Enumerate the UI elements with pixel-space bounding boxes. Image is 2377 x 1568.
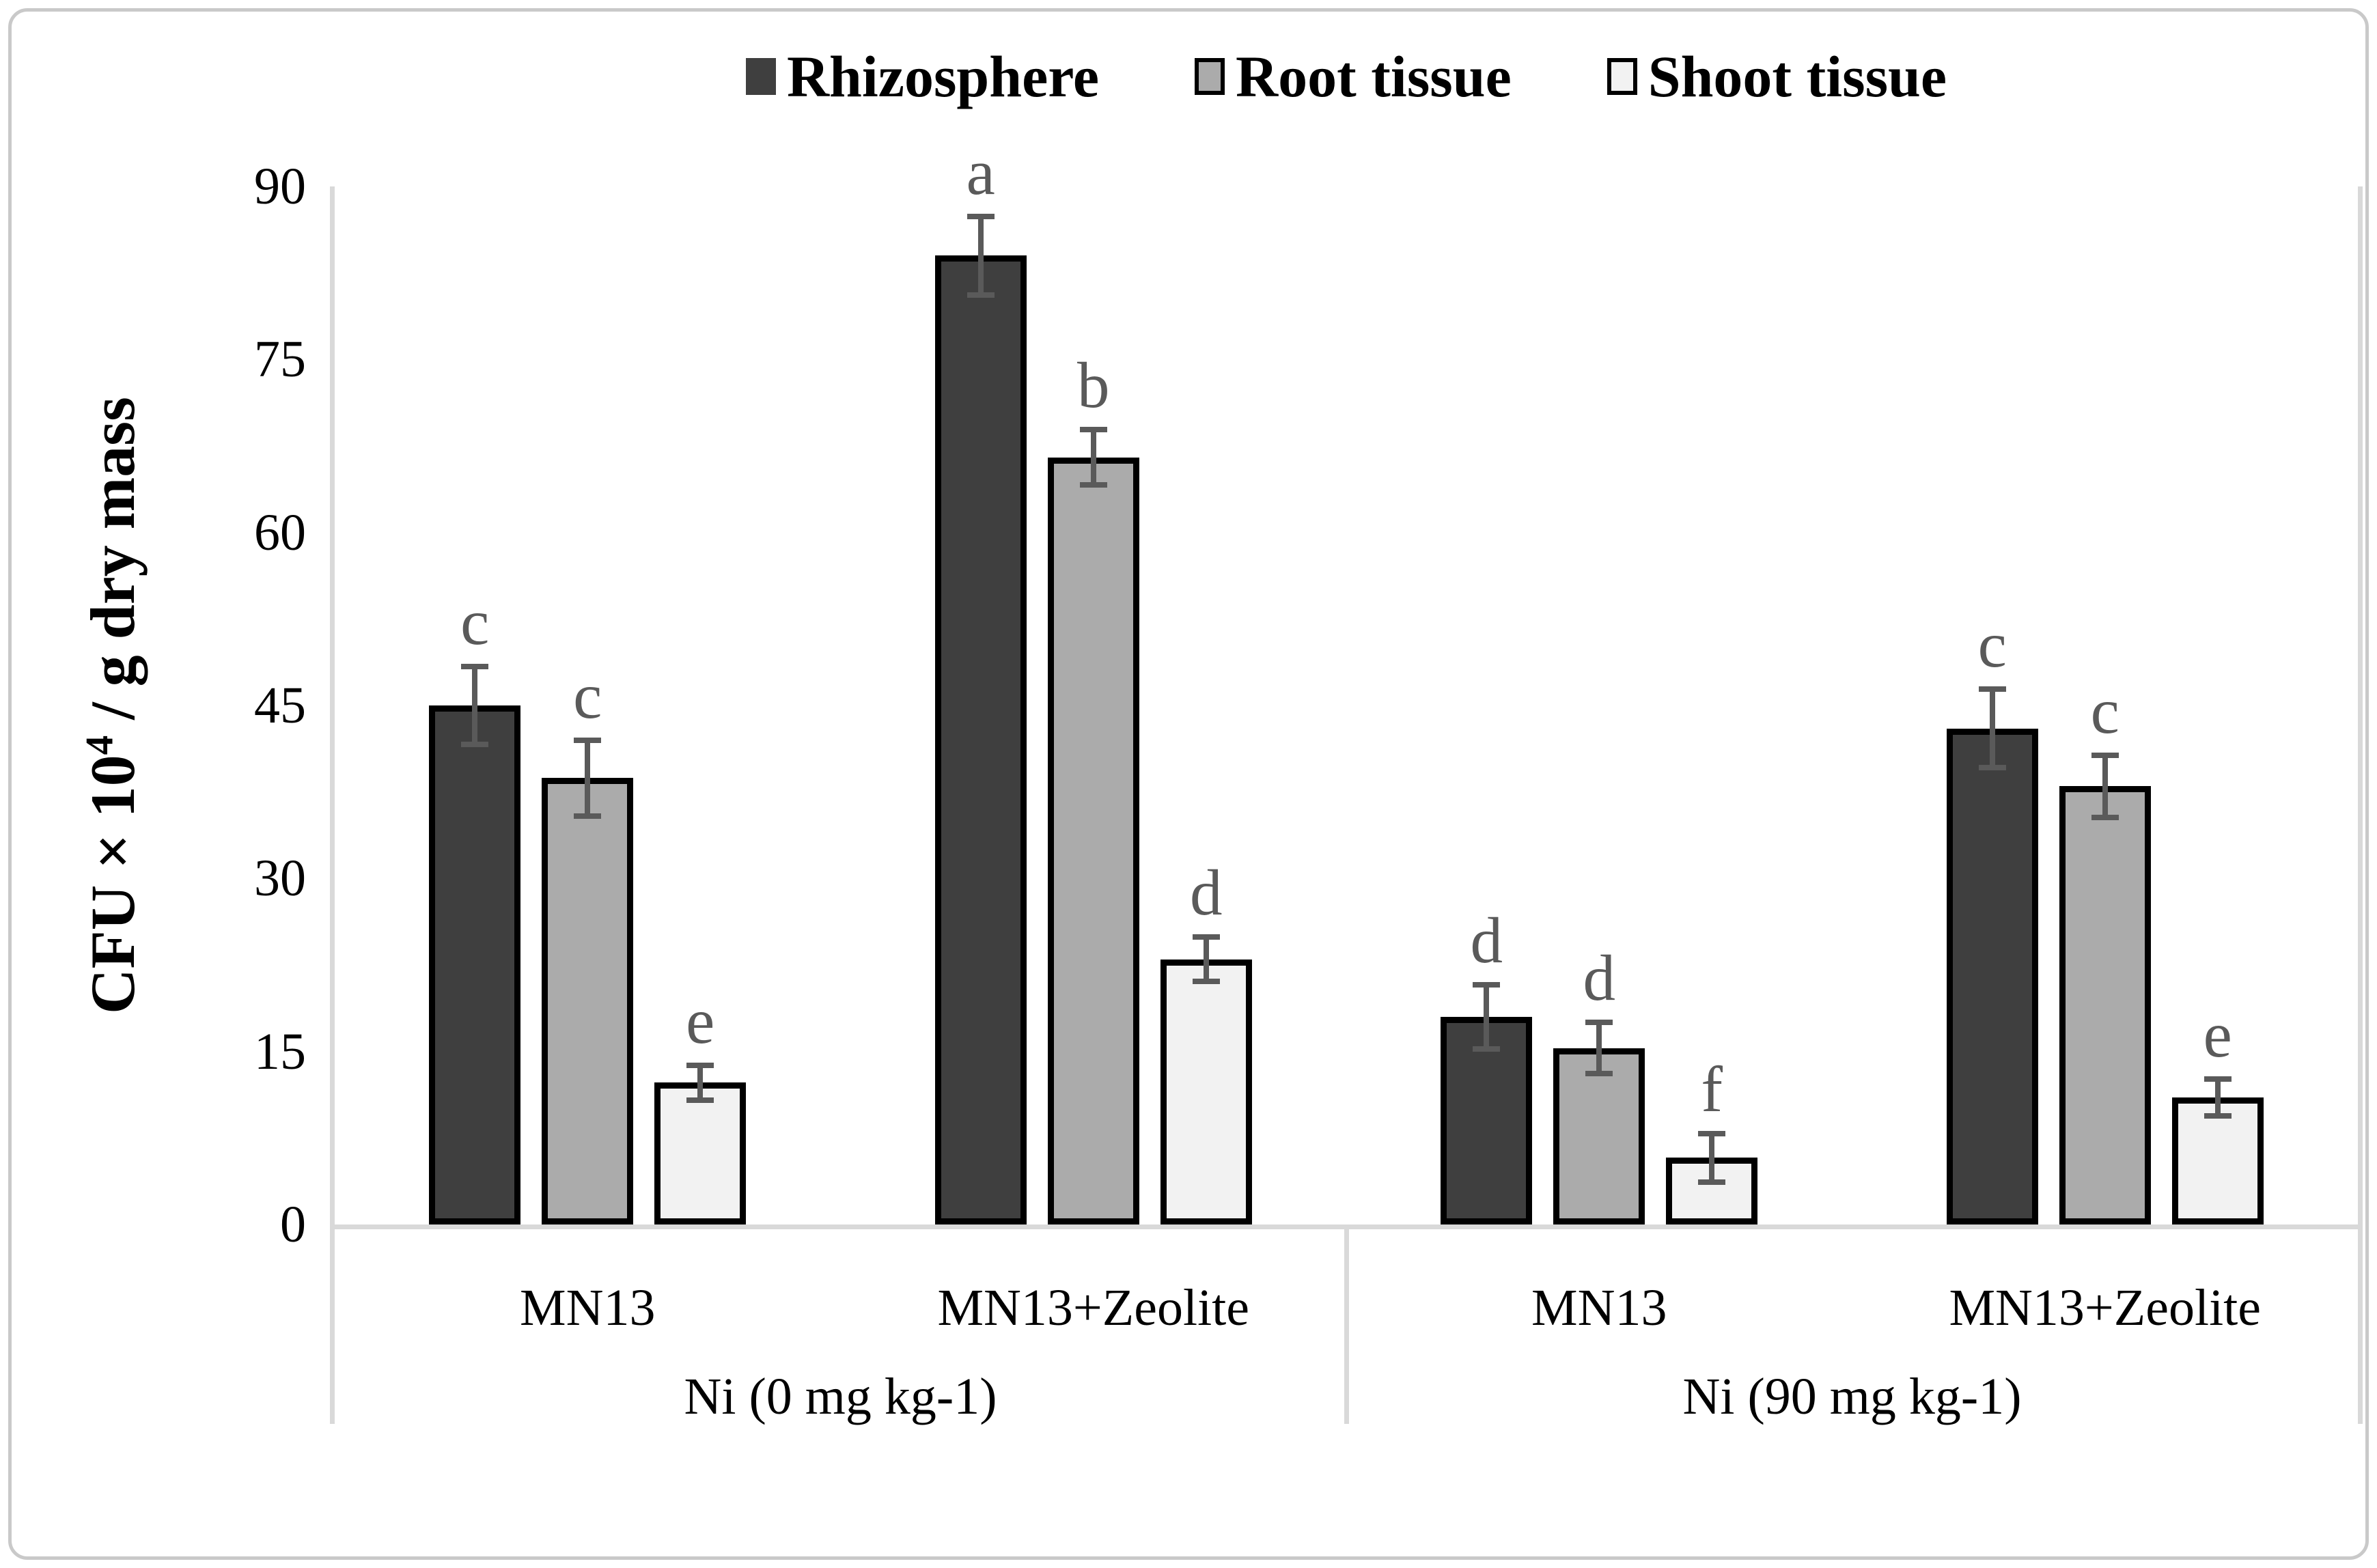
error-bar-cap-top: [461, 663, 489, 669]
error-bar-cap-top: [1978, 686, 2006, 692]
category-label-1: MN13+Zeolite: [937, 1279, 1250, 1336]
error-bar-cap-bottom: [1192, 978, 1220, 984]
error-bar-line: [2214, 1079, 2221, 1117]
error-bar-cap-top: [1473, 981, 1501, 988]
error-bar-cap-bottom: [686, 1097, 714, 1103]
chart-legend: Rhizosphere Root tissue Shoot tissue: [335, 36, 2358, 117]
error-bar-cap-bottom: [1079, 482, 1107, 488]
significance-letter: c: [2090, 674, 2119, 747]
error-bar-line: [1989, 689, 1995, 768]
supergroup-label-0: Ni (0 mg kg-1): [684, 1368, 997, 1425]
bar-rhizosphere-group1: [934, 255, 1027, 1224]
significance-letter: c: [573, 659, 602, 732]
error-bar-line: [1484, 984, 1490, 1050]
error-bar-cap-bottom: [1978, 765, 2006, 771]
error-bar-line: [472, 666, 478, 745]
error-bar-line: [1090, 430, 1096, 486]
error-bar-cap-bottom: [574, 813, 602, 820]
significance-letter: a: [966, 135, 995, 208]
error-bar-cap-top: [1585, 1020, 1613, 1026]
error-bar-line: [2102, 755, 2108, 817]
bar-root-tissue-group3: [2059, 786, 2151, 1224]
significance-letter: d: [1583, 942, 1616, 1015]
y-tick-75: 75: [254, 331, 306, 389]
category-label-3: MN13+Zeolite: [1949, 1279, 2262, 1336]
error-bar-cap-top: [2091, 752, 2119, 758]
error-bar-cap-top: [1192, 934, 1220, 940]
error-bar-cap-bottom: [1473, 1046, 1501, 1052]
error-bar-cap-top: [686, 1062, 714, 1068]
category-label-0: MN13: [520, 1279, 656, 1336]
error-bar-cap-top: [1079, 427, 1107, 433]
supergroup-label-1: Ni (90 mg kg-1): [1682, 1368, 2022, 1425]
y-tick-0: 0: [280, 1196, 306, 1253]
legend-label-1: Root tissue: [1236, 44, 1512, 109]
y-tick-30: 30: [254, 850, 306, 908]
significance-letter: c: [1977, 608, 2007, 682]
error-bar-cap-bottom: [2091, 814, 2119, 820]
error-bar-line: [1596, 1022, 1602, 1074]
significance-letter: c: [460, 585, 490, 658]
supergroup-divider-line: [1344, 1224, 1349, 1424]
error-bar-line: [1203, 937, 1209, 981]
legend-marker-0: [745, 58, 776, 95]
bar-root-tissue-group1: [1047, 457, 1139, 1224]
y-tick-15: 15: [254, 1022, 306, 1080]
error-bar-line: [1709, 1133, 1715, 1182]
category-label-2: MN13: [1531, 1279, 1667, 1336]
y-axis-title-superscript: 4: [78, 735, 122, 755]
error-bar-cap-bottom: [461, 742, 489, 748]
bar-rhizosphere-group3: [1946, 728, 2038, 1224]
plot-right-border: [2358, 186, 2363, 1424]
y-tick-45: 45: [254, 677, 306, 734]
legend-item-1: Root tissue: [1195, 47, 1512, 106]
error-bar-cap-bottom: [967, 292, 995, 298]
bar-rhizosphere-group0: [429, 705, 521, 1224]
significance-letter: e: [686, 984, 715, 1057]
significance-letter: d: [1190, 856, 1223, 929]
chart-outer-border: [8, 8, 2369, 1560]
error-bar-cap-bottom: [1585, 1070, 1613, 1076]
error-bar-line: [977, 216, 984, 295]
bar-shoot-tissue-group1: [1160, 959, 1252, 1224]
significance-letter: b: [1077, 349, 1110, 422]
legend-item-0: Rhizosphere: [745, 44, 1100, 109]
legend-item-2: Shoot tissue: [1607, 47, 1947, 106]
significance-letter: e: [2203, 998, 2232, 1072]
significance-letter: f: [1701, 1052, 1723, 1125]
y-tick-90: 90: [254, 158, 306, 215]
legend-marker-1: [1195, 58, 1225, 95]
bar-root-tissue-group0: [542, 778, 634, 1224]
error-bar-cap-top: [967, 213, 995, 219]
error-bar-cap-top: [2204, 1076, 2232, 1082]
bar-shoot-tissue-group0: [654, 1082, 747, 1224]
error-bar-line: [697, 1065, 704, 1100]
significance-letter: d: [1470, 904, 1503, 977]
error-bar-line: [585, 740, 591, 817]
legend-marker-2: [1607, 58, 1637, 95]
bar-rhizosphere-group2: [1441, 1017, 1533, 1224]
error-bar-cap-bottom: [1698, 1179, 1726, 1185]
legend-label-2: Shoot tissue: [1648, 44, 1947, 109]
legend-label-0: Rhizosphere: [786, 44, 1100, 109]
y-tick-60: 60: [254, 503, 306, 561]
y-axis-line: [330, 186, 335, 1424]
error-bar-cap-bottom: [2204, 1113, 2232, 1119]
error-bar-cap-top: [574, 737, 602, 743]
error-bar-cap-top: [1698, 1130, 1726, 1136]
